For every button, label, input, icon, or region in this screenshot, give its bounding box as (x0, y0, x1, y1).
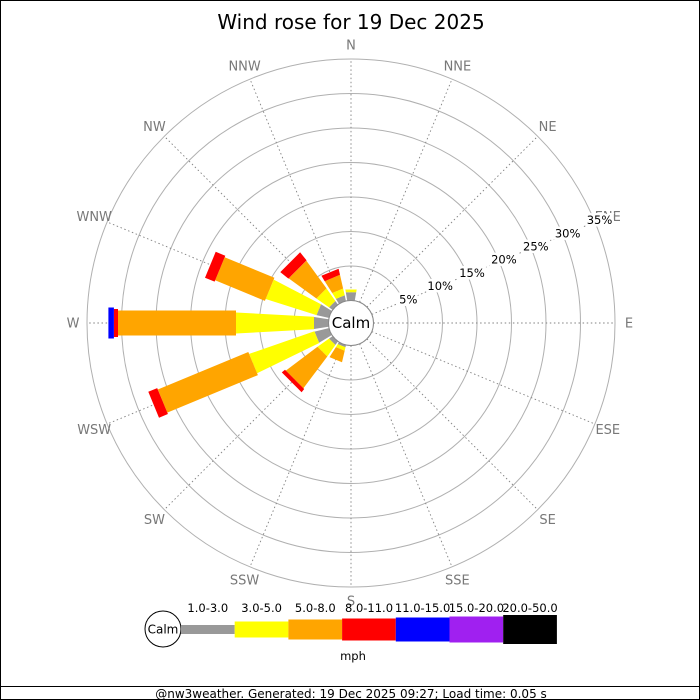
petal-NNW-5.0-8.0 (324, 274, 344, 293)
petal-NW-1.0-3.0 (329, 301, 338, 310)
ring-label-5: 5% (399, 292, 417, 306)
petal-WSW-1.0-3.0 (314, 328, 332, 343)
compass-label-WNW: WNW (76, 210, 112, 225)
compass-label-W: W (67, 317, 80, 332)
petal-NW-8.0-11.0 (280, 252, 307, 279)
footer-caption: @nw3weather. Generated: 19 Dec 2025 09:2… (155, 687, 547, 700)
legend-swatch-20.0-50.0 (503, 615, 557, 644)
legend-bin-label: 1.0-3.0 (187, 601, 228, 615)
legend-swatch-1.0-3.0 (181, 625, 235, 634)
legend-bin-label: 8.0-11.0 (345, 601, 393, 615)
petal-WSW-8.0-11.0 (148, 388, 168, 418)
calm-label: Calm (332, 314, 370, 332)
compass-label-ESE: ESE (595, 423, 620, 438)
compass-label-ENE: ENE (595, 210, 621, 225)
compass-label-E: E (625, 317, 633, 332)
compass-label-N: N (346, 39, 356, 54)
petal-SW-3.0-5.0 (317, 338, 336, 357)
legend-swatch-8.0-11.0 (342, 618, 396, 641)
petal-SSW-5.0-8.0 (329, 347, 345, 363)
legend-swatch-3.0-5.0 (234, 621, 289, 638)
legend-bin-label: 3.0-5.0 (241, 601, 282, 615)
compass-label-SSW: SSW (230, 573, 260, 588)
grid-ring-35 (86, 58, 616, 588)
legend-bin-label: 5.0-8.0 (295, 601, 336, 615)
compass-label-SSE: SSE (445, 573, 470, 588)
compass-label-SE: SE (539, 513, 555, 528)
legend-swatch-15.0-20.0 (449, 616, 504, 643)
petal-SSW-3.0-5.0 (335, 344, 346, 351)
legend-swatch-5.0-8.0 (288, 619, 343, 640)
petal-WNW-3.0-5.0 (265, 279, 321, 316)
legend-calm-label: Calm (148, 623, 179, 637)
compass-label-NNW: NNW (228, 60, 260, 75)
petal-W-8.0-11.0 (113, 309, 118, 337)
compass-label-NE: NE (539, 120, 557, 135)
legend-bin-label: 15.0-20.0 (449, 601, 504, 615)
ring-label-10: 10% (427, 279, 453, 293)
spoke-SE (366, 338, 538, 510)
compass-label-NW: NW (143, 120, 166, 135)
chart-title: Wind rose for 19 Dec 2025 (217, 10, 484, 34)
petal-WSW-3.0-5.0 (249, 331, 320, 374)
spoke-WSW (106, 331, 331, 425)
petal-WNW-8.0-11.0 (205, 251, 226, 282)
compass-label-WSW: WSW (77, 423, 111, 438)
petal-NNW-3.0-5.0 (332, 288, 345, 299)
petal-WNW-1.0-3.0 (316, 304, 332, 318)
wind-petals (108, 251, 357, 418)
legend-unit-label: mph (340, 649, 366, 663)
ring-label-25: 25% (523, 240, 549, 254)
ring-label-20: 20% (491, 253, 517, 267)
spoke-NW (164, 136, 336, 308)
compass-label-SW: SW (144, 513, 165, 528)
spoke-NNE (359, 78, 453, 303)
petal-NW-5.0-8.0 (288, 260, 327, 299)
ring-label-30: 30% (555, 226, 581, 240)
compass-label-S: S (347, 595, 355, 610)
spoke-SW (164, 338, 336, 510)
legend-bin-label: 20.0-50.0 (502, 601, 557, 615)
speed-legend: Calm 1.0-3.0 3.0-5.0 5.0-8.0 8.0-11.0 11.0-1… (144, 601, 558, 663)
petal-SSW-1.0-3.0 (337, 342, 346, 348)
petal-SW-8.0-11.0 (281, 369, 305, 393)
petal-WSW-5.0-8.0 (157, 352, 258, 413)
petal-NNW-8.0-11.0 (321, 268, 340, 282)
legend-bin-label: 11.0-15.0 (395, 601, 450, 615)
petal-SW-5.0-8.0 (285, 346, 328, 389)
petal-N-1.0-3.0 (345, 292, 357, 301)
axis-labels: N NNE NE ENE E ESE SE SSE S SSW SW WSW W WNW NW NNW 5% 10… (67, 39, 634, 610)
petal-N-3.0-5.0 (345, 289, 357, 293)
spoke-WNW (106, 221, 331, 315)
petal-W-3.0-5.0 (236, 312, 314, 334)
compass-label-NNE: NNE (444, 60, 472, 75)
ring-label-15: 15% (459, 266, 485, 280)
petal-W-5.0-8.0 (118, 310, 236, 336)
calm-circle (328, 300, 374, 346)
petal-SW-1.0-3.0 (329, 336, 338, 345)
spoke-SSW (249, 343, 343, 568)
petal-W-1.0-3.0 (314, 317, 329, 329)
legend-bins: 1.0-3.0 3.0-5.0 5.0-8.0 8.0-11.0 11.0-15.015… (181, 601, 558, 644)
spoke-NNW (249, 78, 343, 303)
petal-WNW-5.0-8.0 (215, 257, 275, 301)
spoke-SSE (359, 343, 453, 568)
spoke-NE (366, 136, 538, 308)
legend-swatch-11.0-15.0 (395, 617, 450, 642)
petal-NW-3.0-5.0 (316, 288, 336, 308)
ring-label-35: 35% (587, 213, 613, 227)
spoke-ESE (371, 331, 596, 425)
petal-W-11.0-15.0 (108, 307, 114, 339)
calm-center: Calm (328, 300, 374, 346)
spoke-ENE (371, 221, 596, 315)
